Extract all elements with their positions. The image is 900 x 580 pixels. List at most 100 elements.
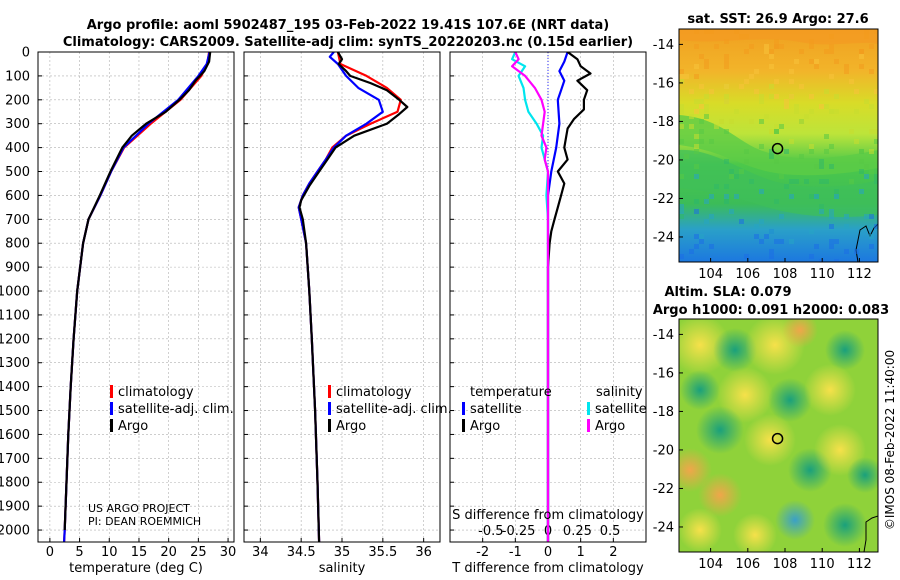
sst-pixel (859, 54, 864, 59)
salinity-tick-labels: 34 34.5 35 35.5 36 (252, 545, 432, 560)
sst-pixel (779, 174, 784, 179)
sst-pixel (694, 109, 699, 114)
x-tick-label: 20 (160, 545, 177, 560)
sst-pixel (809, 59, 814, 64)
sst-pixel (789, 239, 794, 244)
y-tick-label: 500 (5, 165, 30, 180)
temperature-lines (63, 52, 212, 542)
sst-pixel (704, 109, 709, 114)
s-diff-tick-label: 0.5 (600, 524, 621, 539)
sst-pixel (849, 129, 854, 134)
sst-pixel (694, 134, 699, 139)
sst-pixel (829, 244, 834, 249)
x-tick-label: 35 (334, 545, 351, 560)
y-tick-label: 1100 (0, 308, 30, 323)
sst-pixel (749, 179, 754, 184)
sst-pixel (834, 59, 839, 64)
legend-t-argo-swatch (462, 419, 465, 432)
sst-pixel (739, 84, 744, 89)
sst-pixel (694, 144, 699, 149)
salinity-panel: 34 34.5 35 35.5 36 salinity climatology sate… (243, 51, 452, 576)
map-y-tick-label: -24 (653, 230, 674, 245)
legend-argo-label: Argo (118, 419, 148, 434)
map-x-tick-label: 112 (847, 557, 872, 572)
map-y-tick-label: -22 (653, 192, 674, 207)
sst-pixel (784, 149, 789, 154)
sst-pixel (864, 34, 869, 39)
sst-pixel (699, 239, 704, 244)
salinity-legend: climatology satellite-adj. clim. Argo (328, 385, 452, 434)
map-y-tick-label: -22 (653, 482, 674, 497)
s-diff-tick-label: -0.25 (502, 524, 536, 539)
sst-pixels (679, 29, 878, 262)
sst-pixel (734, 109, 739, 114)
pi-annotation: PI: DEAN ROEMMICH (88, 515, 201, 528)
sst-pixel (769, 84, 774, 89)
map-y-tick-label: -16 (653, 366, 674, 381)
sst-pixel (824, 49, 829, 54)
sst-pixel (699, 84, 704, 89)
x-tick-label: 5 (75, 545, 83, 560)
sla-eddy (847, 457, 878, 493)
sla-eddy (775, 500, 815, 540)
difference-lines (510, 52, 592, 542)
sst-pixel (704, 59, 709, 64)
sst-pixel (724, 94, 729, 99)
sst-pixel (874, 224, 878, 229)
sst-pixel (849, 79, 854, 84)
sst-pixel (869, 234, 874, 239)
sst-pixel (689, 114, 694, 119)
sst-pixel (704, 29, 709, 34)
sst-pixel (694, 64, 699, 69)
map-y-tick-label: -14 (653, 328, 674, 343)
legend-argo-label: Argo (336, 419, 366, 434)
y-tick-label: 1900 (0, 500, 30, 515)
x-tick-label: 15 (131, 545, 148, 560)
sst-pixel (694, 44, 699, 49)
difference-series-temperature-satellite (546, 52, 569, 542)
sst-pixel (704, 199, 709, 204)
sst-pixel (679, 174, 684, 179)
y-tick-label: 200 (5, 93, 30, 108)
sst-pixel (759, 144, 764, 149)
map-x-tick-label: 106 (735, 267, 760, 282)
sst-pixel (694, 234, 699, 239)
sst-pixel (869, 44, 874, 49)
sst-pixel (744, 254, 749, 259)
sst-pixel (799, 119, 804, 124)
difference-series-temperature-argo (546, 52, 592, 542)
sst-pixel (809, 94, 814, 99)
sst-pixel (869, 149, 874, 154)
sst-pixel (789, 94, 794, 99)
sst-pixel (874, 29, 878, 34)
t-difference-tick-labels: -2 -1 0 1 2 (476, 545, 617, 560)
sst-pixel (699, 139, 704, 144)
sst-pixel (679, 79, 684, 84)
sst-pixel (704, 114, 709, 119)
sst-pixel (679, 214, 684, 219)
sst-map: sat. SST: 26.9 Argo: 27.6 104 106 108 110 11… (653, 12, 879, 282)
sst-pixel (834, 194, 839, 199)
map-x-tick-label: 104 (698, 557, 723, 572)
sst-pixel (864, 214, 869, 219)
sst-pixel (829, 239, 834, 244)
difference-panel: -2 -1 0 1 2 -0.5-0.25 0 0.25 0.5 S difference f… (449, 51, 647, 576)
sst-pixel (859, 159, 864, 164)
legend-s-argo-swatch (587, 419, 590, 432)
x-tick-label: 30 (220, 545, 237, 560)
sst-pixel (709, 29, 714, 34)
sst-pixel (834, 259, 839, 262)
sst-pixel (789, 139, 794, 144)
sst-pixel (794, 104, 799, 109)
sst-pixel (679, 104, 684, 109)
y-tick-label: 300 (5, 117, 30, 132)
sst-pixel (834, 189, 839, 194)
sst-pixel (729, 119, 734, 124)
title-line-1: Argo profile: aoml 5902487_195 03-Feb-20… (87, 18, 609, 33)
sst-pixel (859, 169, 864, 174)
map-y-tick-label: -16 (653, 76, 674, 91)
argo-position-marker (771, 432, 784, 445)
sst-pixel (724, 199, 729, 204)
sst-pixel (739, 169, 744, 174)
sst-pixel (789, 79, 794, 84)
